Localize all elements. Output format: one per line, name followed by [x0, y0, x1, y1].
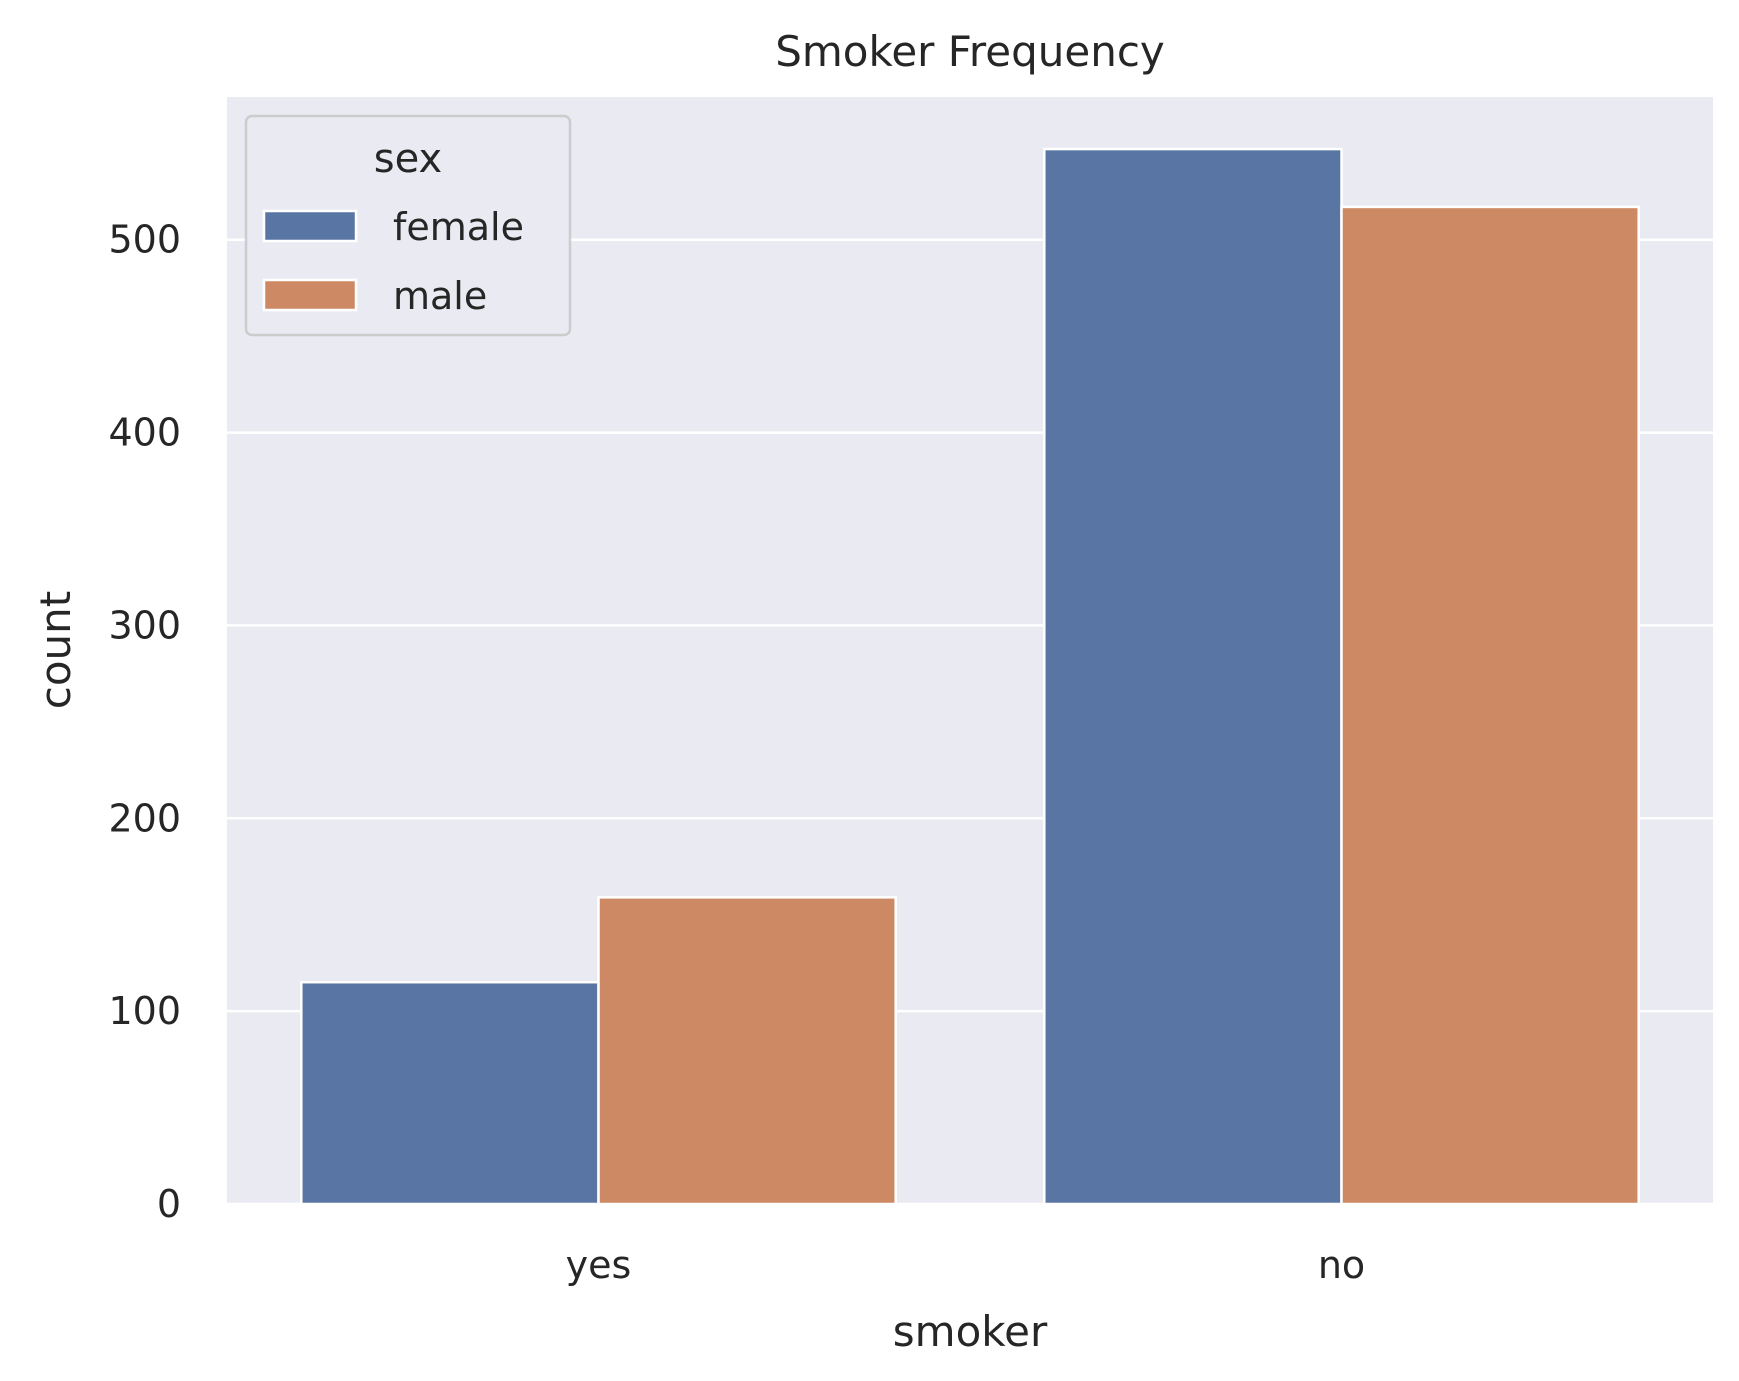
bar-no-female	[1043, 147, 1343, 1206]
y-tick-labels: 0 100 200 300 400 500	[108, 218, 181, 1226]
legend-label-male: male	[393, 274, 487, 318]
y-tick-label: 100	[108, 989, 181, 1033]
y-tick-label: 500	[108, 218, 181, 262]
x-axis-label: smoker	[893, 1307, 1048, 1356]
legend-swatch-male	[262, 278, 358, 312]
y-tick-label: 300	[108, 603, 181, 647]
chart-title: Smoker Frequency	[775, 27, 1165, 76]
y-tick-label: 200	[108, 796, 181, 840]
legend-label-female: female	[393, 205, 524, 249]
x-tick-label: no	[1318, 1243, 1365, 1287]
legend-title: sex	[374, 136, 442, 182]
bars	[300, 147, 1640, 1206]
bar-yes-male	[597, 896, 897, 1206]
bar-yes-female	[300, 980, 600, 1206]
bar-no-male	[1340, 205, 1640, 1206]
y-tick-label: 0	[157, 1182, 181, 1226]
legend-swatch-female	[262, 209, 358, 243]
y-tick-label: 400	[108, 411, 181, 455]
legend: sex female male	[244, 114, 572, 337]
x-tick-labels: yes no	[566, 1243, 1366, 1287]
y-axis-label: count	[31, 591, 80, 710]
x-tick-label: yes	[566, 1243, 632, 1287]
